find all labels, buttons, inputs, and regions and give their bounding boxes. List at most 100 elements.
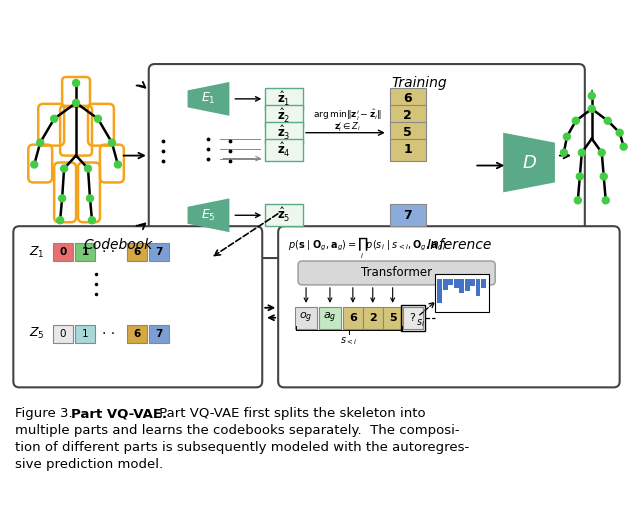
Text: 0: 0 <box>60 329 66 339</box>
Circle shape <box>51 116 58 122</box>
FancyBboxPatch shape <box>298 261 495 285</box>
Bar <box>390 205 425 226</box>
Circle shape <box>85 165 92 172</box>
Text: $Z_1$: $Z_1$ <box>29 244 45 260</box>
Circle shape <box>579 149 586 156</box>
Circle shape <box>602 197 609 204</box>
Bar <box>390 122 425 144</box>
Text: 7: 7 <box>155 247 163 257</box>
Text: 2: 2 <box>403 109 412 122</box>
Bar <box>127 325 147 342</box>
Bar <box>149 243 168 261</box>
Circle shape <box>588 92 595 99</box>
Circle shape <box>73 99 80 107</box>
Circle shape <box>115 161 122 168</box>
Polygon shape <box>503 132 555 192</box>
Text: Codebook: Codebook <box>84 238 153 252</box>
Bar <box>265 122 303 144</box>
Text: $\hat{\mathbf{z}}_1$: $\hat{\mathbf{z}}_1$ <box>277 90 291 108</box>
Text: $s_{<i}$: $s_{<i}$ <box>340 335 358 348</box>
Text: Inference: Inference <box>427 238 492 252</box>
Text: 6: 6 <box>133 247 141 257</box>
Text: 7: 7 <box>403 209 412 222</box>
Circle shape <box>56 217 63 224</box>
Bar <box>343 307 363 329</box>
Text: 6: 6 <box>133 329 141 339</box>
Circle shape <box>600 173 607 180</box>
Circle shape <box>89 217 96 224</box>
Text: 2: 2 <box>369 313 377 323</box>
Bar <box>403 307 423 329</box>
Circle shape <box>563 133 570 140</box>
Text: 6: 6 <box>403 92 412 105</box>
Circle shape <box>37 139 44 146</box>
Circle shape <box>108 139 115 146</box>
Text: 5: 5 <box>389 313 396 323</box>
Text: 5: 5 <box>403 126 412 139</box>
Circle shape <box>598 149 605 156</box>
Bar <box>265 105 303 127</box>
Circle shape <box>588 105 595 112</box>
Text: $p(\mathbf{s}\mid\mathbf{O}_g,\mathbf{a}_g)=\prod_i p(s_i\mid s_{<i},\mathbf{O}_: $p(\mathbf{s}\mid\mathbf{O}_g,\mathbf{a}… <box>288 235 447 261</box>
Polygon shape <box>187 82 229 116</box>
Text: sive prediction model.: sive prediction model. <box>15 458 163 471</box>
Text: 1: 1 <box>82 247 89 257</box>
Bar <box>390 105 425 127</box>
Bar <box>295 307 317 329</box>
Circle shape <box>73 80 80 86</box>
Text: 1: 1 <box>82 329 89 339</box>
Bar <box>437 279 442 303</box>
Text: $\hat{\mathbf{z}}_3$: $\hat{\mathbf{z}}_3$ <box>277 123 291 142</box>
Circle shape <box>59 195 66 202</box>
Bar <box>53 243 73 261</box>
Bar <box>75 243 95 261</box>
Text: 7: 7 <box>155 329 163 339</box>
Bar <box>75 325 95 342</box>
Bar <box>436 274 489 312</box>
Bar <box>390 88 425 110</box>
Bar <box>401 305 425 331</box>
Bar <box>127 243 147 261</box>
Text: $\hat{\mathbf{z}}_4$: $\hat{\mathbf{z}}_4$ <box>277 140 291 158</box>
Text: 1: 1 <box>403 143 412 156</box>
Bar <box>383 307 403 329</box>
Circle shape <box>560 149 567 156</box>
FancyBboxPatch shape <box>13 226 262 387</box>
Circle shape <box>572 117 579 124</box>
Bar <box>481 279 486 288</box>
Text: Figure 3.: Figure 3. <box>15 407 77 420</box>
Text: · ·: · · <box>103 245 115 259</box>
Text: 0: 0 <box>60 247 66 257</box>
Text: $\hat{\mathbf{z}}_2$: $\hat{\mathbf{z}}_2$ <box>277 107 291 125</box>
Bar <box>454 279 458 288</box>
Text: tion of different parts is subsequently modeled with the autoregres-: tion of different parts is subsequently … <box>15 441 470 454</box>
Text: multiple parts and learns the codebooks separately.  The composi-: multiple parts and learns the codebooks … <box>15 424 460 437</box>
Polygon shape <box>187 198 229 232</box>
Circle shape <box>94 116 101 122</box>
Circle shape <box>574 197 581 204</box>
Text: Training: Training <box>391 76 447 90</box>
Bar <box>265 139 303 161</box>
Text: $s_i$: $s_i$ <box>415 317 425 329</box>
Bar <box>448 279 453 285</box>
Circle shape <box>620 143 627 150</box>
Bar <box>470 279 475 286</box>
Bar <box>149 325 168 342</box>
Text: $a_g$: $a_g$ <box>323 311 337 325</box>
Text: $\hat{\mathbf{z}}_5$: $\hat{\mathbf{z}}_5$ <box>277 206 291 224</box>
FancyBboxPatch shape <box>278 226 620 387</box>
Circle shape <box>605 117 611 124</box>
Text: Transformer: Transformer <box>361 267 432 279</box>
Bar <box>465 279 470 291</box>
Circle shape <box>87 195 94 202</box>
Text: Part VQ-VAE.: Part VQ-VAE. <box>71 407 167 420</box>
Circle shape <box>616 129 623 136</box>
Text: · ·: · · <box>103 326 115 341</box>
Bar <box>443 279 448 290</box>
Bar <box>265 205 303 226</box>
Text: $E_5$: $E_5$ <box>201 208 216 223</box>
Text: $o_g$: $o_g$ <box>299 311 313 325</box>
Bar <box>390 139 425 161</box>
Circle shape <box>577 173 584 180</box>
Text: $Z_5$: $Z_5$ <box>29 326 45 341</box>
